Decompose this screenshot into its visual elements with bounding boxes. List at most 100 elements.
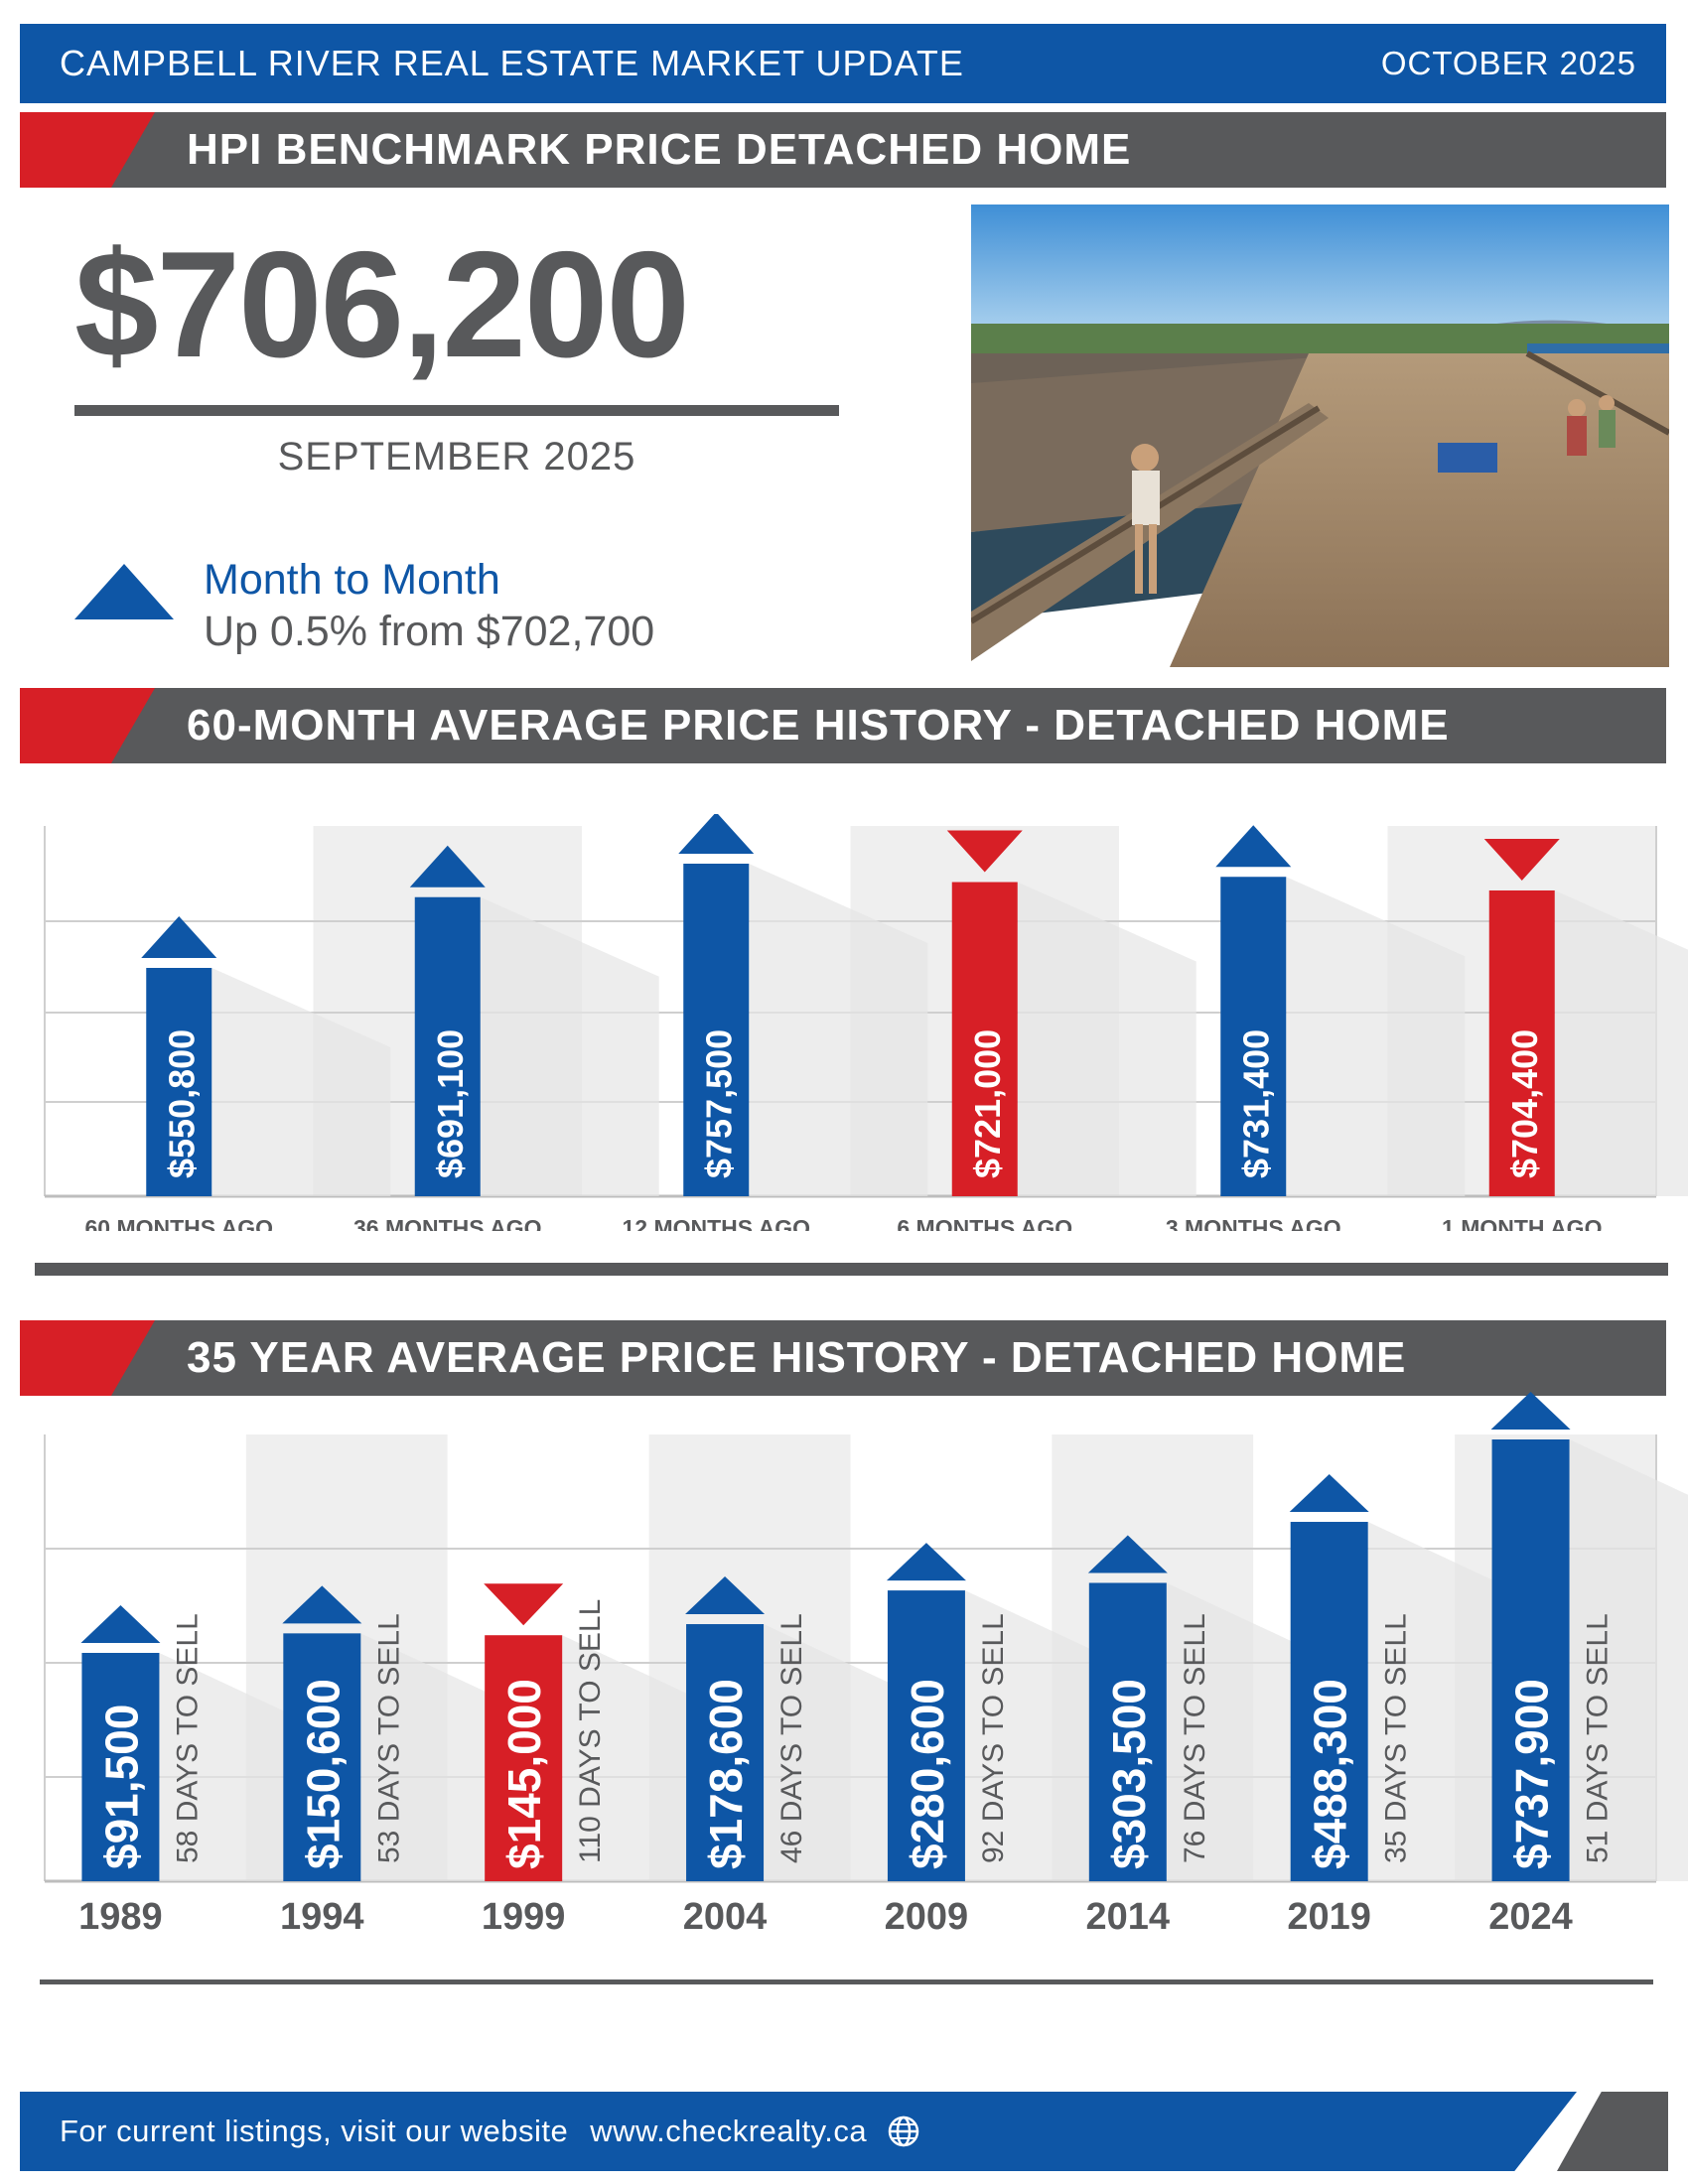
change-text: Up 0.5% from $702,700 bbox=[204, 608, 655, 655]
bar-value-label: $280,600 bbox=[902, 1679, 953, 1869]
bar-shadow bbox=[211, 968, 391, 1196]
bar-shadow bbox=[159, 1653, 309, 1881]
year-label: 2024 bbox=[1488, 1896, 1573, 1938]
bar-shadow bbox=[964, 1590, 1114, 1881]
year-label: 1989 bbox=[78, 1896, 163, 1938]
pier-photo bbox=[971, 205, 1669, 667]
up-arrow-icon bbox=[282, 1585, 362, 1624]
bar bbox=[686, 1624, 765, 1881]
website-link[interactable]: www.checkrealty.ca bbox=[590, 2114, 868, 2148]
up-arrow-icon bbox=[685, 1576, 766, 1615]
bar-value-label: $145,000 bbox=[498, 1679, 550, 1869]
chart-title-35-year: 35 YEAR AVERAGE PRICE HISTORY - DETACHED… bbox=[187, 1333, 1407, 1382]
days-to-sell-label: 58 DAYS TO SELL bbox=[171, 1613, 204, 1863]
section-header-60-month: 60-MONTH AVERAGE PRICE HISTORY - DETACHE… bbox=[20, 688, 1666, 763]
days-to-sell-label: 35 DAYS TO SELL bbox=[1380, 1613, 1413, 1863]
globe-icon bbox=[888, 2116, 919, 2147]
chart-divider-1 bbox=[35, 1263, 1668, 1276]
bar-value-label: $91,500 bbox=[95, 1705, 147, 1869]
up-arrow-icon bbox=[80, 1605, 161, 1643]
footer-bar: For current listings, visit our website … bbox=[20, 2092, 1577, 2171]
category-label: 6 MONTHS AGO bbox=[897, 1215, 1072, 1231]
category-label: 36 MONTHS AGO bbox=[353, 1215, 542, 1231]
down-arrow-icon bbox=[484, 1583, 564, 1626]
year-label: 2009 bbox=[885, 1896, 969, 1938]
bar bbox=[951, 882, 1018, 1196]
up-arrow-icon bbox=[1289, 1474, 1369, 1513]
year-label: 1999 bbox=[482, 1896, 566, 1938]
bar bbox=[1088, 1582, 1167, 1881]
bar bbox=[146, 968, 212, 1196]
days-to-sell-label: 92 DAYS TO SELL bbox=[977, 1613, 1010, 1863]
bar-shadow bbox=[1554, 889, 1688, 1196]
bar-shadow bbox=[1017, 882, 1196, 1196]
days-to-sell-label: 76 DAYS TO SELL bbox=[1179, 1613, 1211, 1863]
section-title-hpi: HPI BENCHMARK PRICE DETACHED HOME bbox=[187, 125, 1132, 174]
chart-divider-2 bbox=[40, 1979, 1653, 1984]
footer-accent bbox=[1557, 2092, 1668, 2171]
bar-value-label: $691,100 bbox=[430, 1029, 471, 1178]
bar-shadow bbox=[1166, 1582, 1316, 1881]
up-arrow-icon bbox=[141, 916, 217, 958]
category-label: 3 MONTHS AGO bbox=[1166, 1215, 1341, 1231]
up-arrow-icon bbox=[1215, 825, 1292, 868]
bar bbox=[683, 864, 750, 1196]
bar-shadow bbox=[562, 1635, 712, 1881]
bar-value-label: $550,800 bbox=[161, 1029, 202, 1178]
bar-value-label: $488,300 bbox=[1305, 1679, 1356, 1869]
report-date: OCTOBER 2025 bbox=[1380, 45, 1636, 81]
bar bbox=[283, 1633, 361, 1881]
category-label: 1 MONTH AGO bbox=[1442, 1215, 1602, 1231]
days-to-sell-label: 53 DAYS TO SELL bbox=[372, 1613, 405, 1863]
bar-value-label: $757,500 bbox=[698, 1029, 739, 1178]
footer-text: For current listings, visit our website bbox=[60, 2114, 569, 2148]
year-label: 2019 bbox=[1287, 1896, 1371, 1938]
bar bbox=[1290, 1522, 1368, 1881]
bar-shadow bbox=[749, 864, 928, 1196]
days-to-sell-label: 46 DAYS TO SELL bbox=[775, 1613, 808, 1863]
bar-value-label: $303,500 bbox=[1103, 1679, 1155, 1869]
up-arrow-icon bbox=[409, 845, 486, 887]
bar bbox=[414, 896, 481, 1196]
section-header-hpi: HPI BENCHMARK PRICE DETACHED HOME bbox=[20, 112, 1666, 188]
bar-value-label: $150,600 bbox=[297, 1679, 349, 1869]
bar-shadow bbox=[480, 896, 659, 1196]
benchmark-period: SEPTEMBER 2025 bbox=[277, 435, 636, 478]
bar bbox=[887, 1590, 965, 1881]
bar-value-label: $721,000 bbox=[967, 1029, 1008, 1178]
chart-60-month: $550,800 60 MONTHS AGO $691,100 36 MONTHS A… bbox=[0, 814, 1688, 1231]
header-bar: CAMPBELL RIVER REAL ESTATE MARKET UPDATE… bbox=[20, 24, 1666, 103]
bar bbox=[81, 1653, 160, 1881]
up-arrow-icon bbox=[1490, 1392, 1571, 1430]
bar bbox=[1220, 877, 1287, 1196]
chart-60-month-svg: $550,800 60 MONTHS AGO $691,100 36 MONTHS A… bbox=[44, 814, 1688, 1231]
down-arrow-icon bbox=[1483, 838, 1560, 881]
bar-shadow bbox=[1367, 1522, 1517, 1881]
bar-value-label: $704,400 bbox=[1504, 1029, 1545, 1178]
section-header-35-year: 35 YEAR AVERAGE PRICE HISTORY - DETACHED… bbox=[20, 1320, 1666, 1396]
days-to-sell-label: 110 DAYS TO SELL bbox=[574, 1599, 607, 1863]
report-title: CAMPBELL RIVER REAL ESTATE MARKET UPDATE bbox=[60, 43, 964, 83]
up-arrow-icon bbox=[886, 1543, 966, 1581]
chart-35-year: $91,500 58 DAYS TO SELL 1989 $150,600 53 DAY… bbox=[0, 1390, 1688, 1966]
up-arrow-icon bbox=[1087, 1535, 1168, 1573]
bar-value-label: $731,400 bbox=[1235, 1029, 1276, 1178]
change-title: Month to Month bbox=[204, 556, 500, 604]
year-label: 2004 bbox=[683, 1896, 768, 1938]
bar-shadow bbox=[1286, 877, 1466, 1196]
up-arrow-icon bbox=[74, 564, 174, 619]
benchmark-price: $706,200 bbox=[74, 220, 690, 389]
year-label: 2014 bbox=[1086, 1896, 1171, 1938]
bar-value-label: $737,900 bbox=[1506, 1679, 1558, 1869]
down-arrow-icon bbox=[946, 830, 1023, 873]
year-label: 1994 bbox=[280, 1896, 364, 1938]
bar bbox=[485, 1635, 563, 1881]
up-arrow-icon bbox=[678, 814, 755, 854]
days-to-sell-label: 51 DAYS TO SELL bbox=[1582, 1613, 1615, 1863]
bar-shadow bbox=[1569, 1439, 1688, 1881]
chart-title-60-month: 60-MONTH AVERAGE PRICE HISTORY - DETACHE… bbox=[187, 701, 1450, 750]
category-label: 60 MONTHS AGO bbox=[84, 1215, 273, 1231]
bar-shadow bbox=[360, 1633, 510, 1881]
price-divider bbox=[74, 405, 839, 416]
